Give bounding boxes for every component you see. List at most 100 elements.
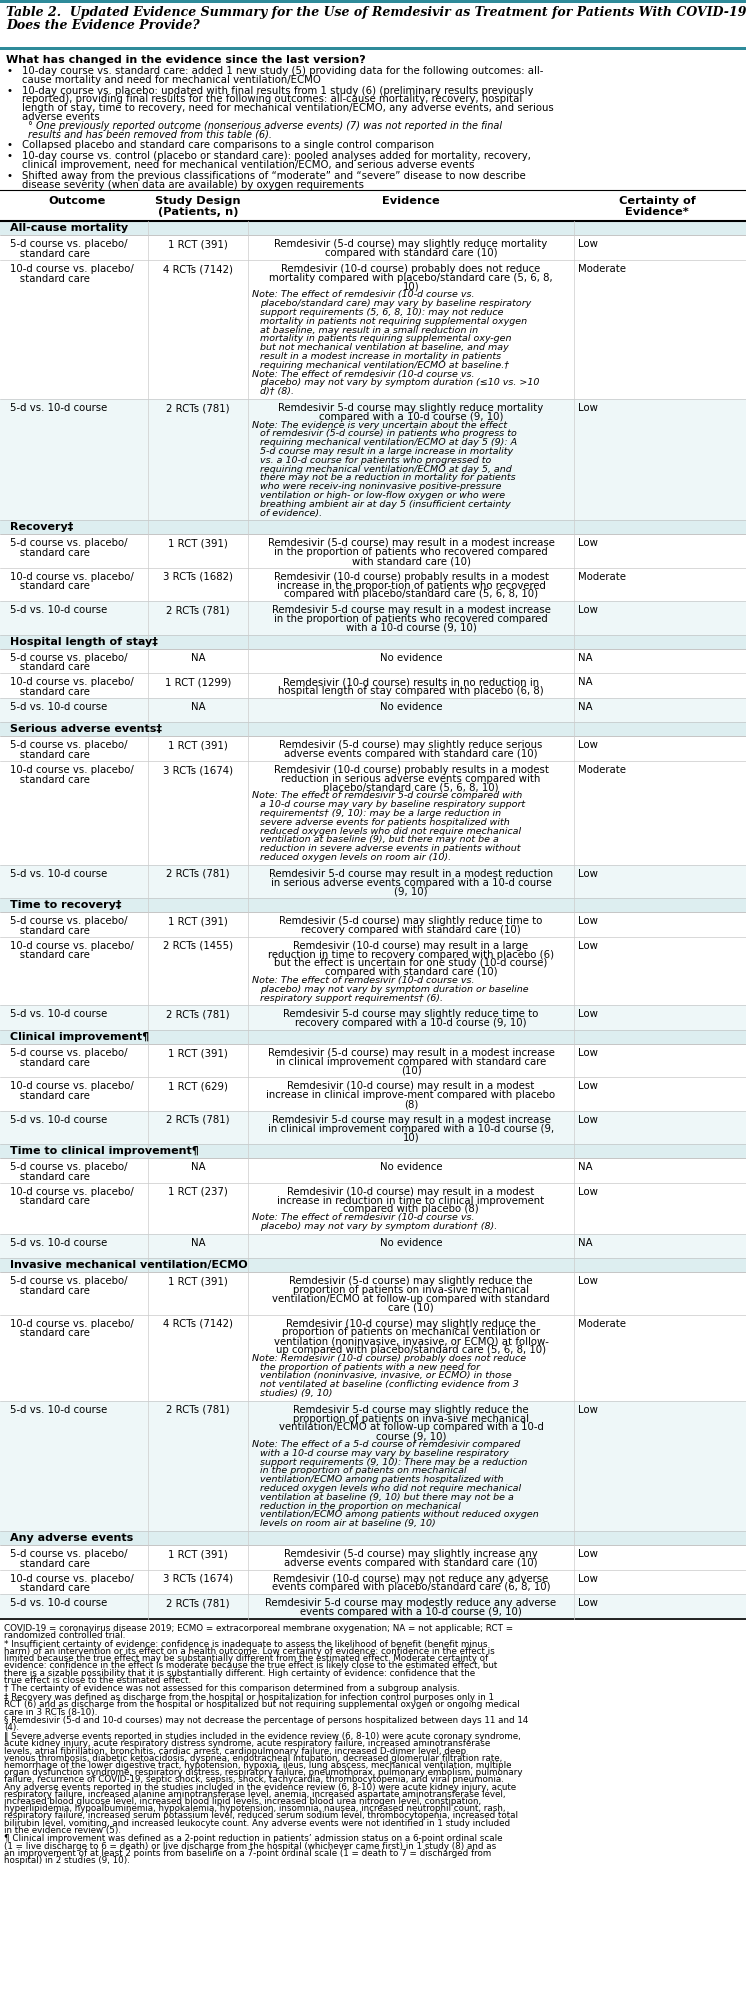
Text: length of stay, time to recovery, need for mechanical ventilation/ECMO, any adve: length of stay, time to recovery, need f… bbox=[22, 103, 554, 113]
Text: ° One previously reported outcome (nonserious adverse events) (7) was not report: ° One previously reported outcome (nonse… bbox=[28, 121, 502, 131]
Text: ventilation (noninvasive, invasive, or ECMO) at follow-: ventilation (noninvasive, invasive, or E… bbox=[274, 1337, 548, 1347]
Text: Remdesivir 5-d course may slightly reduce mortality: Remdesivir 5-d course may slightly reduc… bbox=[278, 402, 544, 412]
Text: limited because the true effect may be substantially different from the estimate: limited because the true effect may be s… bbox=[4, 1654, 488, 1662]
Text: Remdesivir (10-d course) may slightly reduce the: Remdesivir (10-d course) may slightly re… bbox=[286, 1319, 536, 1329]
Text: (10): (10) bbox=[401, 1065, 421, 1075]
Text: Low: Low bbox=[578, 740, 598, 750]
Text: Remdesivir (10-d course) probably does not reduce: Remdesivir (10-d course) probably does n… bbox=[281, 263, 541, 273]
Text: § Remdesivir (5-d and 10-d courses) may not decrease the percentage of persons h: § Remdesivir (5-d and 10-d courses) may … bbox=[4, 1717, 528, 1725]
Text: 2 RCTs (1455): 2 RCTs (1455) bbox=[163, 941, 233, 951]
Text: of remdesivir (5-d course) in patients who progress to: of remdesivir (5-d course) in patients w… bbox=[260, 430, 517, 438]
Text: in serious adverse events compared with a 10-d course: in serious adverse events compared with … bbox=[271, 878, 551, 888]
Text: Note: The effect of remdesivir 5-d course compared with: Note: The effect of remdesivir 5-d cours… bbox=[252, 792, 522, 800]
Text: 10-day course vs. control (placebo or standard care): pooled analyses added for : 10-day course vs. control (placebo or st… bbox=[22, 151, 531, 161]
Bar bbox=[0, 221, 746, 235]
Text: results and has been removed from this table (6).: results and has been removed from this t… bbox=[28, 129, 272, 139]
Text: 1 RCT (629): 1 RCT (629) bbox=[168, 1081, 228, 1091]
Text: standard care: standard care bbox=[10, 661, 90, 671]
Text: Recovery‡: Recovery‡ bbox=[10, 523, 73, 533]
Text: 5-d vs. 10-d course: 5-d vs. 10-d course bbox=[10, 1598, 107, 1608]
Text: increase in the propor-tion of patients who recovered: increase in the propor-tion of patients … bbox=[277, 581, 545, 591]
Bar bbox=[0, 649, 746, 673]
Text: Low: Low bbox=[578, 1405, 598, 1415]
Bar bbox=[0, 521, 746, 535]
Bar bbox=[0, 567, 746, 601]
Text: compared with placebo (8): compared with placebo (8) bbox=[343, 1204, 479, 1214]
Text: d)† (8).: d)† (8). bbox=[260, 388, 294, 396]
Text: ventilation/ECMO among patients without reduced oxygen: ventilation/ECMO among patients without … bbox=[260, 1510, 539, 1520]
Bar bbox=[0, 259, 746, 400]
Text: but the effect is uncertain for one study (10-d course): but the effect is uncertain for one stud… bbox=[275, 959, 548, 969]
Text: COVID-19 = coronavirus disease 2019; ECMO = extracorporeal membrane oxygenation;: COVID-19 = coronavirus disease 2019; ECM… bbox=[4, 1624, 513, 1632]
Bar bbox=[0, 400, 746, 521]
Text: respiratory support requirements† (6).: respiratory support requirements† (6). bbox=[260, 993, 443, 1003]
Text: 5-d vs. 10-d course: 5-d vs. 10-d course bbox=[10, 1405, 107, 1415]
Text: 5-d course vs. placebo/: 5-d course vs. placebo/ bbox=[10, 1276, 128, 1286]
Text: † The certainty of evidence was not assessed for this comparison determined from: † The certainty of evidence was not asse… bbox=[4, 1684, 460, 1692]
Text: placebo) may not vary by symptom duration† (8).: placebo) may not vary by symptom duratio… bbox=[260, 1222, 498, 1230]
Text: Low: Low bbox=[578, 1550, 598, 1560]
Text: Evidence: Evidence bbox=[382, 197, 440, 207]
Bar bbox=[0, 1258, 746, 1272]
Text: ‖ Severe adverse events reported in studies included in the evidence review (6, : ‖ Severe adverse events reported in stud… bbox=[4, 1733, 521, 1741]
Text: 5-d course vs. placebo/: 5-d course vs. placebo/ bbox=[10, 539, 128, 549]
Text: breathing ambient air at day 5 (insufficient certainty: breathing ambient air at day 5 (insuffic… bbox=[260, 500, 511, 509]
Text: 5-d course vs. placebo/: 5-d course vs. placebo/ bbox=[10, 917, 128, 927]
Text: adverse events: adverse events bbox=[22, 113, 100, 123]
Text: Low: Low bbox=[578, 1186, 598, 1196]
Bar bbox=[0, 1272, 746, 1315]
Text: •: • bbox=[6, 141, 12, 151]
Text: mortality in patients requiring supplemental oxy-gen: mortality in patients requiring suppleme… bbox=[260, 334, 512, 344]
Bar bbox=[0, 937, 746, 1005]
Text: placebo) may not vary by symptom duration or baseline: placebo) may not vary by symptom duratio… bbox=[260, 985, 529, 993]
Text: ventilation/ECMO at follow-up compared with a 10-d: ventilation/ECMO at follow-up compared w… bbox=[278, 1423, 543, 1433]
Text: 1 RCT (391): 1 RCT (391) bbox=[168, 539, 228, 549]
Text: 10-d course vs. placebo/: 10-d course vs. placebo/ bbox=[10, 1081, 134, 1091]
Text: Moderate: Moderate bbox=[578, 766, 626, 776]
Text: 2 RCTs (781): 2 RCTs (781) bbox=[166, 868, 230, 878]
Text: events compared with placebo/standard care (6, 8, 10): events compared with placebo/standard ca… bbox=[272, 1582, 551, 1592]
Text: ventilation/ECMO at follow-up compared with standard: ventilation/ECMO at follow-up compared w… bbox=[272, 1294, 550, 1304]
Text: Note: The effect of remdesivir (10-d course vs.: Note: The effect of remdesivir (10-d cou… bbox=[252, 977, 474, 985]
Bar bbox=[0, 898, 746, 913]
Text: Remdesivir (5-d course) may slightly reduce time to: Remdesivir (5-d course) may slightly red… bbox=[279, 917, 542, 927]
Text: ventilation (noninvasive, invasive, or ECMO) in those: ventilation (noninvasive, invasive, or E… bbox=[260, 1371, 512, 1381]
Text: placebo/standard care (5, 6, 8, 10): placebo/standard care (5, 6, 8, 10) bbox=[323, 782, 499, 792]
Text: with a 10-d course (9, 10): with a 10-d course (9, 10) bbox=[345, 623, 477, 633]
Text: there is a sizable possibility that it is substantially different. High certaint: there is a sizable possibility that it i… bbox=[4, 1668, 475, 1678]
Text: All-cause mortality: All-cause mortality bbox=[10, 223, 128, 233]
Text: •: • bbox=[6, 66, 12, 76]
Text: 10-d course vs. placebo/: 10-d course vs. placebo/ bbox=[10, 1574, 134, 1584]
Text: adverse events compared with standard care (10): adverse events compared with standard ca… bbox=[284, 750, 538, 760]
Bar bbox=[0, 1043, 746, 1077]
Text: hyperlipidemia, hypoalbuminemia, hypokalemia, hypotension, insomnia, nausea, inc: hyperlipidemia, hypoalbuminemia, hypokal… bbox=[4, 1805, 506, 1813]
Text: at baseline, may result in a small reduction in: at baseline, may result in a small reduc… bbox=[260, 326, 478, 334]
Text: Any adverse events reported in the studies included in the evidence review (6, 8: Any adverse events reported in the studi… bbox=[4, 1783, 516, 1791]
Text: ventilation or high- or low-flow oxygen or who were: ventilation or high- or low-flow oxygen … bbox=[260, 490, 505, 500]
Bar bbox=[0, 1546, 746, 1570]
Text: care in 3 RCTs (8-10).: care in 3 RCTs (8-10). bbox=[4, 1708, 98, 1717]
Text: No evidence: No evidence bbox=[380, 653, 442, 663]
Text: recovery compared with a 10-d course (9, 10): recovery compared with a 10-d course (9,… bbox=[295, 1019, 527, 1029]
Text: Remdesivir (10-d course) may result in a large: Remdesivir (10-d course) may result in a… bbox=[293, 941, 529, 951]
Text: compared with a 10-d course (9, 10): compared with a 10-d course (9, 10) bbox=[319, 412, 504, 422]
Text: requiring mechanical ventilation/ECMO at day 5 (9): A: requiring mechanical ventilation/ECMO at… bbox=[260, 438, 517, 446]
Text: care (10): care (10) bbox=[388, 1302, 434, 1313]
Bar bbox=[0, 864, 746, 898]
Text: Low: Low bbox=[578, 1574, 598, 1584]
Text: Any adverse events: Any adverse events bbox=[10, 1534, 134, 1544]
Text: Outcome: Outcome bbox=[48, 197, 106, 207]
Text: 2 RCTs (781): 2 RCTs (781) bbox=[166, 1116, 230, 1126]
Text: result in a modest increase in mortality in patients: result in a modest increase in mortality… bbox=[260, 352, 501, 362]
Text: NA: NA bbox=[578, 653, 592, 663]
Text: 1 RCT (391): 1 RCT (391) bbox=[168, 740, 228, 750]
Text: ventilation at baseline (9), but there may not be a: ventilation at baseline (9), but there m… bbox=[260, 836, 499, 844]
Text: 1 RCT (1299): 1 RCT (1299) bbox=[165, 677, 231, 687]
Text: 1 RCT (237): 1 RCT (237) bbox=[168, 1186, 228, 1196]
Text: 10-d course vs. placebo/: 10-d course vs. placebo/ bbox=[10, 571, 134, 581]
Text: bilirubin level, vomiting, and increased leukocyte count. Any adverse events wer: bilirubin level, vomiting, and increased… bbox=[4, 1819, 510, 1827]
Text: Moderate: Moderate bbox=[578, 571, 626, 581]
Text: 2 RCTs (781): 2 RCTs (781) bbox=[166, 605, 230, 615]
Text: mortality in patients not requiring supplemental oxygen: mortality in patients not requiring supp… bbox=[260, 318, 527, 326]
Text: 5-d vs. 10-d course: 5-d vs. 10-d course bbox=[10, 1009, 107, 1019]
